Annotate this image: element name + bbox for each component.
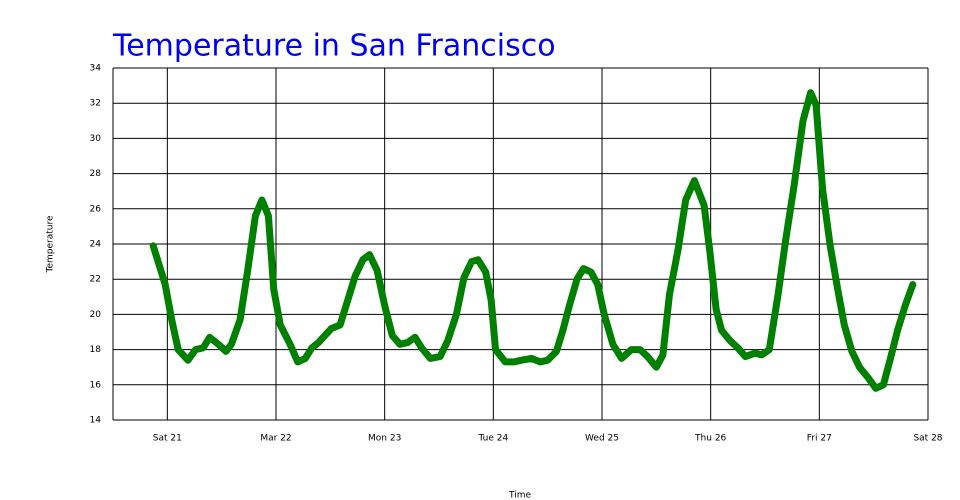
y-tick-label: 18	[90, 345, 102, 355]
x-tick-label: Mar 22	[260, 434, 291, 444]
x-tick-label: Sat 21	[153, 434, 182, 444]
y-tick-label: 24	[90, 240, 102, 250]
y-tick-label: 16	[90, 380, 102, 390]
y-axis-label: Temperature	[46, 215, 56, 273]
chart-title: Temperature in San Francisco	[112, 29, 556, 64]
y-tick-label: 22	[90, 275, 101, 285]
x-tick-label: Sat 28	[913, 434, 942, 444]
y-tick-label: 32	[90, 99, 101, 109]
x-axis-label: Time	[508, 491, 531, 500]
x-tick-label: Thu 26	[694, 434, 726, 444]
x-tick-label: Fri 27	[807, 434, 832, 444]
y-tick-label: 20	[90, 310, 102, 320]
y-tick-label: 34	[90, 64, 102, 74]
y-tick-label: 30	[90, 134, 102, 144]
x-tick-label: Tue 24	[477, 434, 508, 444]
x-tick-label: Wed 25	[585, 434, 619, 444]
y-tick-label: 14	[90, 416, 102, 426]
x-tick-label: Mon 23	[368, 434, 401, 444]
y-tick-label: 28	[90, 169, 102, 179]
line-series	[149, 89, 917, 392]
y-tick-label: 26	[90, 204, 102, 214]
